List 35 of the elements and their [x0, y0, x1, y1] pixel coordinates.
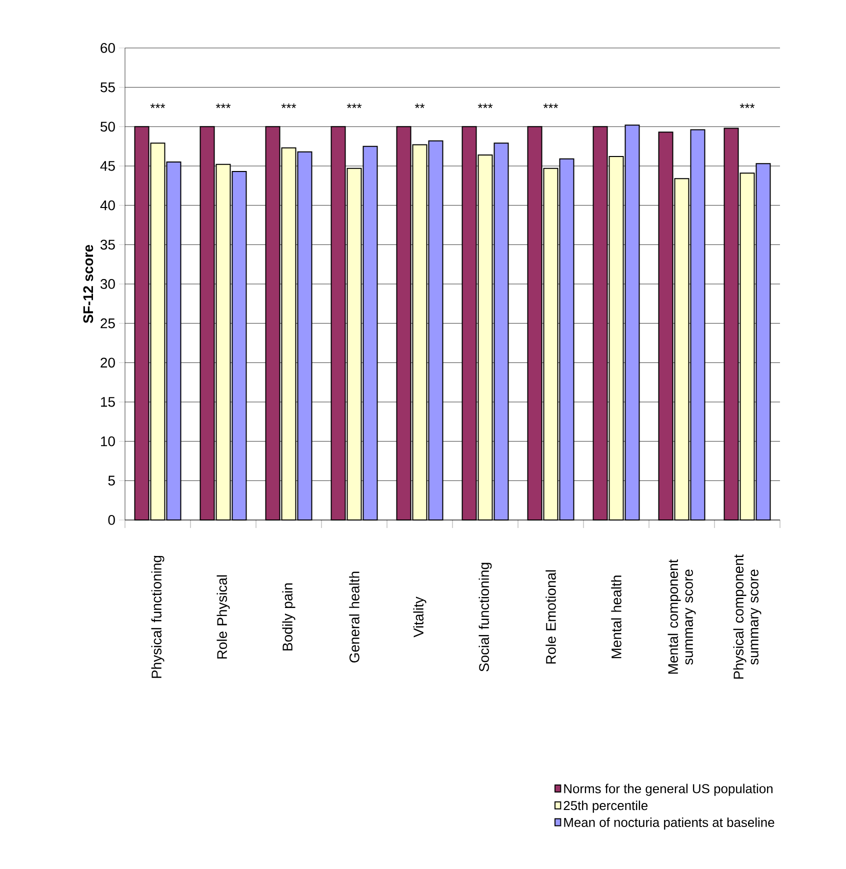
x-tick-label: Role Emotional: [546, 570, 556, 664]
legend-label: 25th percentile: [564, 800, 648, 813]
y-tick-label: 15: [101, 397, 115, 407]
annotation: ***: [740, 104, 755, 108]
annotation: ***: [478, 104, 493, 108]
x-tick-label: General health: [349, 572, 360, 662]
y-tick-label: 20: [100, 358, 115, 368]
y-axis-title: SF-12 score: [83, 244, 94, 324]
y-tick-label: 5: [108, 476, 115, 486]
x-tick-label: Mental component summary score: [668, 559, 696, 674]
annotation: ***: [543, 104, 558, 108]
y-tick-label: 35: [100, 240, 115, 250]
x-tick-label: Role Physical: [216, 575, 230, 659]
y-tick-label: 40: [100, 200, 115, 210]
x-tick-label: Physical functioning: [151, 556, 164, 678]
y-tick-label: 55: [100, 82, 115, 92]
annotation: ***: [281, 104, 296, 108]
y-tick-label: 60: [100, 43, 115, 53]
x-tick-label: Vitality: [413, 596, 426, 638]
annotation: ***: [346, 104, 362, 108]
x-tick-label: Physical component summary score: [733, 554, 762, 679]
x-tick-label: Social functioning: [478, 562, 492, 672]
x-tick-label: Mental health: [611, 576, 622, 658]
y-tick-label: 25: [100, 318, 115, 328]
annotation: ***: [216, 104, 231, 108]
y-tick-label: 0: [108, 515, 115, 525]
y-tick-label: 30: [100, 279, 115, 289]
y-tick-label: 45: [100, 161, 115, 171]
legend-label: Mean of nocturia patients at baseline: [564, 818, 774, 830]
y-tick-label: 10: [101, 436, 115, 446]
x-tick-label: Bodily pain: [282, 583, 296, 650]
y-tick-label: 50: [100, 122, 115, 132]
legend-label: Norms for the general US population: [564, 784, 772, 796]
annotation: **: [414, 104, 425, 108]
annotation: ***: [150, 104, 166, 108]
